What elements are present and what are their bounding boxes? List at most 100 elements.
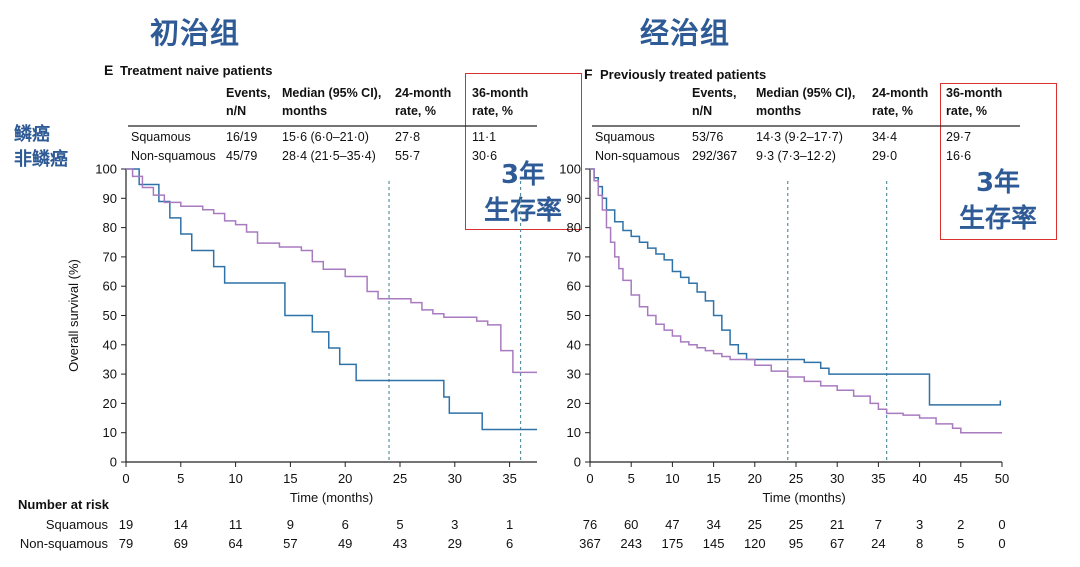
panel-e-x-tick-label: 0 xyxy=(122,471,129,486)
panel-e-y-tick-label: 20 xyxy=(103,396,117,411)
panel-f-x-tick-label: 45 xyxy=(954,471,968,486)
panel-e-curve-non-squamous xyxy=(126,168,537,374)
panel-f-title: Previously treated patients xyxy=(600,67,766,82)
panel-e-table-cell: 16/19 xyxy=(226,130,257,144)
panel-f-table-header: Median (95% CI), xyxy=(756,86,855,100)
callout-right: 3年 生存率 xyxy=(943,165,1053,237)
heading-treatment-naive: 初治组 xyxy=(150,16,241,50)
panel-e-risk-value: 19 xyxy=(119,517,133,532)
panel-f-x-tick-label: 10 xyxy=(665,471,679,486)
panel-f-x-tick-label: 30 xyxy=(830,471,844,486)
panel-f-table-header: n/N xyxy=(692,104,712,118)
panel-e-table-header: n/N xyxy=(226,104,246,118)
panel-e-table-row-label: Non-squamous xyxy=(131,149,216,163)
panel-e-risk-value: 6 xyxy=(342,517,349,532)
panel-f-table-row-label: Non-squamous xyxy=(595,149,680,163)
panel-f-risk-value: 7 xyxy=(875,517,882,532)
callout-left: 3年 生存率 xyxy=(468,157,578,229)
panel-f-table-row-label: Squamous xyxy=(595,130,655,144)
panel-f-table-header: rate, % xyxy=(872,104,913,118)
panel-e-risk-value: 9 xyxy=(287,517,294,532)
panel-f-y-tick-label: 50 xyxy=(567,308,581,323)
panel-e-risk-value: 29 xyxy=(448,536,462,551)
panel-f-risk-value: 120 xyxy=(744,536,766,551)
panel-f-table-cell: 9·3 (7·3–12·2) xyxy=(756,149,836,163)
panel-e-risk-row-label: Squamous xyxy=(46,517,109,532)
label-non-squamous-cn: 非鳞癌 xyxy=(14,149,68,170)
panel-f-risk-value: 34 xyxy=(706,517,720,532)
panel-f-y-tick-label: 100 xyxy=(559,162,581,177)
panel-e-risk-value: 6 xyxy=(506,536,513,551)
panel-e-title: Treatment naive patients xyxy=(120,63,272,78)
panel-e-x-axis-title: Time (months) xyxy=(290,490,373,505)
panel-f-risk-value: 243 xyxy=(620,536,642,551)
panel-f-risk-value: 2 xyxy=(957,517,964,532)
panel-e-y-tick-label: 70 xyxy=(103,249,117,264)
panel-f-risk-value: 145 xyxy=(703,536,725,551)
panel-f-y-tick-label: 40 xyxy=(567,337,581,352)
panel-e-risk-title: Number at risk xyxy=(18,497,110,512)
panel-e-x-tick-label: 20 xyxy=(338,471,352,486)
panel-e-risk-value: 11 xyxy=(229,517,243,532)
panel-f-curve-squamous xyxy=(590,168,1002,406)
panel-f-risk-value: 60 xyxy=(624,517,638,532)
panel-f-y-tick-label: 20 xyxy=(567,396,581,411)
callout-right-line1: 3年 xyxy=(975,168,1021,198)
panel-e-risk-value: 69 xyxy=(174,536,188,551)
panel-e-table-cell: 30·6 xyxy=(472,149,497,163)
panel-e-x-tick-label: 35 xyxy=(502,471,516,486)
panel-e-risk-value: 57 xyxy=(283,536,297,551)
panel-e-letter: E xyxy=(104,62,113,78)
panel-e-table-header: rate, % xyxy=(395,104,436,118)
callout-left-line1: 3年 xyxy=(500,160,546,190)
panel-f-x-tick-label: 15 xyxy=(706,471,720,486)
panel-f-table-cell: 53/76 xyxy=(692,130,723,144)
panel-f-x-tick-label: 40 xyxy=(912,471,926,486)
heading-previously-treated: 经治组 xyxy=(640,16,731,50)
panel-f-table-header: rate, % xyxy=(946,104,987,118)
callout-right-line2: 生存率 xyxy=(958,204,1037,234)
panel-f-x-tick-label: 0 xyxy=(586,471,593,486)
panel-e-table-header: Median (95% CI), xyxy=(282,86,381,100)
panel-e-table-cell: 15·6 (6·0–21·0) xyxy=(282,130,369,144)
panel-e-table-header: 24-month xyxy=(395,86,451,100)
panel-f-y-tick-label: 80 xyxy=(567,220,581,235)
panel-f-table-header: Events, xyxy=(692,86,736,100)
panel-f-y-tick-label: 30 xyxy=(567,367,581,382)
panel-e-y-tick-label: 100 xyxy=(95,162,117,177)
panel-f-risk-value: 0 xyxy=(998,536,1005,551)
panel-f-table-header: 36-month xyxy=(946,86,1002,100)
panel-f-y-tick-label: 10 xyxy=(567,425,581,440)
panel-f-y-tick-label: 70 xyxy=(567,249,581,264)
panel-f-table-header: 24-month xyxy=(872,86,928,100)
panel-f-risk-value: 5 xyxy=(957,536,964,551)
panel-f-y-tick-label: 60 xyxy=(567,279,581,294)
panel-f-risk-value: 21 xyxy=(830,517,844,532)
panel-f-table-cell: 16·6 xyxy=(946,149,971,163)
panel-e-table-cell: 45/79 xyxy=(226,149,257,163)
panel-e-y-tick-label: 90 xyxy=(103,191,117,206)
panel-e-y-tick-label: 80 xyxy=(103,220,117,235)
panel-f-risk-value: 47 xyxy=(665,517,679,532)
panel-f-x-axis-title: Time (months) xyxy=(762,490,845,505)
panel-e-risk-value: 14 xyxy=(174,517,188,532)
panel-f-x-tick-label: 50 xyxy=(995,471,1009,486)
panel-e-risk-value: 43 xyxy=(393,536,407,551)
panel-e-x-tick-label: 10 xyxy=(228,471,242,486)
panel-e-y-tick-label: 50 xyxy=(103,308,117,323)
panel-e-risk-value: 5 xyxy=(396,517,403,532)
panel-f-risk-value: 76 xyxy=(583,517,597,532)
panel-e-table-header: rate, % xyxy=(472,104,513,118)
panel-f-risk-value: 25 xyxy=(748,517,762,532)
panel-f-x-tick-label: 25 xyxy=(789,471,803,486)
highlight-box-left xyxy=(465,73,582,230)
panel-e-table-cell: 11·1 xyxy=(472,130,496,144)
panel-e-y-tick-label: 0 xyxy=(110,455,117,470)
panel-e-risk-value: 3 xyxy=(451,517,458,532)
panel-f-risk-value: 24 xyxy=(871,536,885,551)
panel-e-y-tick-label: 30 xyxy=(103,367,117,382)
panel-f-table-header: months xyxy=(756,104,801,118)
panel-e-risk-value: 1 xyxy=(506,517,513,532)
panel-e-x-tick-label: 30 xyxy=(448,471,462,486)
callout-left-line2: 生存率 xyxy=(483,196,562,226)
